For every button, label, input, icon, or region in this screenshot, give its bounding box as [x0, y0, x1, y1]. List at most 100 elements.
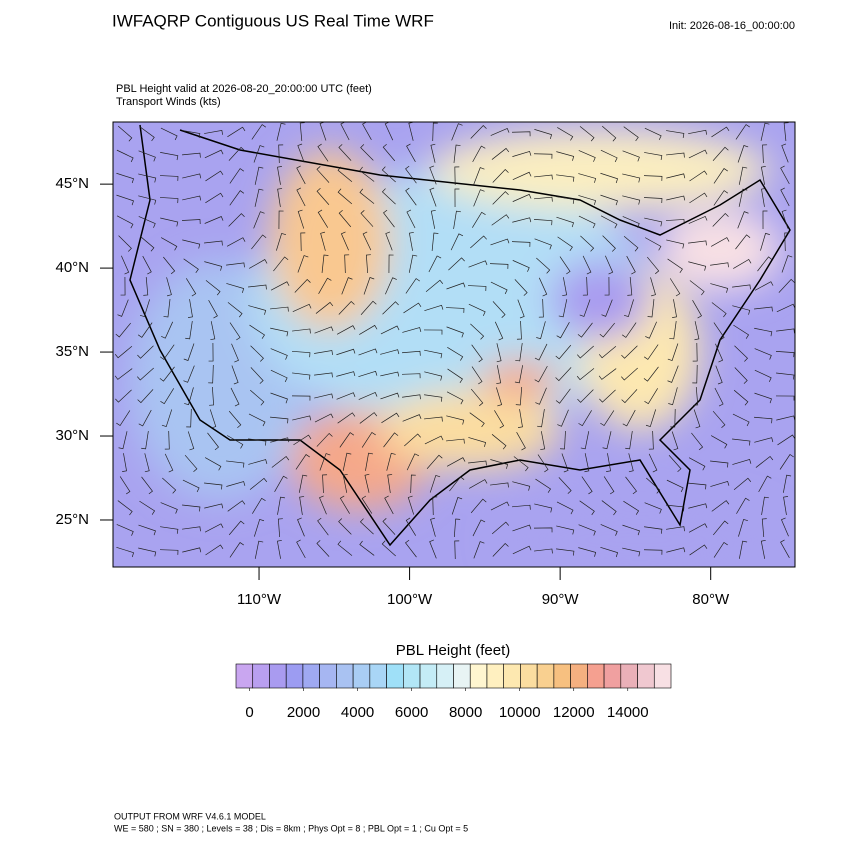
y-tick-label: 40°N — [55, 259, 89, 276]
wind-barb — [249, 259, 268, 269]
wind-barb — [159, 344, 175, 360]
wind-barb — [254, 188, 264, 207]
wind-barb — [735, 234, 751, 250]
wind-barb — [513, 456, 529, 472]
wind-barb — [339, 432, 355, 448]
wind-barb — [160, 526, 179, 534]
wind-barb — [472, 519, 486, 537]
wind-barb — [555, 367, 572, 382]
wind-barb — [424, 416, 443, 422]
wind-barb — [270, 392, 288, 404]
wind-barb — [432, 122, 438, 142]
wind-barb — [760, 165, 766, 185]
wind-barb — [139, 126, 155, 142]
colorbar-box — [503, 663, 521, 689]
wind-barb — [621, 322, 637, 338]
wind-barb — [732, 305, 751, 315]
wind-barb — [622, 524, 640, 536]
wind-barb — [182, 547, 202, 553]
wind-barb — [204, 240, 223, 246]
colorbar-box — [553, 663, 571, 689]
wind-barb — [277, 166, 282, 185]
wind-barb — [490, 238, 510, 246]
wind-barb — [277, 188, 283, 207]
wind-barb — [292, 372, 311, 380]
colorbar: 0 2000 4000 6000 8000 10000 12000 14000 — [235, 663, 672, 721]
wind-barb — [121, 255, 130, 275]
wind-barb — [381, 188, 396, 205]
wind-barb — [182, 152, 201, 158]
wind-barb — [622, 195, 641, 205]
wind-barb — [515, 387, 523, 406]
wind-barb — [160, 127, 178, 141]
wind-barb — [447, 368, 463, 383]
wind-barb — [598, 345, 617, 359]
colorbar-tick-label: 0 — [245, 704, 253, 721]
wind-barb — [338, 518, 352, 535]
wind-barb — [316, 540, 330, 557]
colorbar-box — [352, 663, 371, 689]
wind-barb — [161, 321, 174, 339]
wind-barb — [738, 166, 748, 185]
wind-barb — [710, 460, 729, 468]
wind-barb — [270, 416, 289, 424]
plot-frame — [112, 121, 796, 568]
wind-barb — [274, 475, 288, 493]
wind-barb — [732, 438, 751, 446]
wind-barb — [489, 263, 509, 269]
colorbar-tick-label: 4000 — [341, 704, 374, 721]
wind-barb — [314, 326, 334, 334]
wind-barb — [336, 392, 356, 400]
wind-barb — [669, 278, 681, 297]
wind-barb — [556, 196, 575, 204]
wind-barb — [647, 256, 660, 275]
wind-barb — [385, 277, 397, 295]
wind-barbs — [114, 122, 795, 560]
wind-barb — [342, 473, 348, 493]
wind-barb — [116, 194, 134, 206]
wind-barb — [454, 540, 460, 560]
wind-barb — [761, 188, 767, 207]
wind-barb — [405, 187, 417, 206]
wind-barb — [446, 326, 464, 338]
wind-barb — [381, 540, 396, 557]
colorbar-tick-label: 2000 — [287, 704, 320, 721]
wind-barb — [606, 453, 611, 472]
wind-barb — [164, 430, 170, 450]
wind-barb — [403, 302, 422, 314]
wind-barb — [141, 431, 149, 450]
wind-barb — [296, 539, 306, 559]
wind-barb — [601, 125, 617, 142]
wind-barb — [556, 174, 575, 182]
wind-barb — [359, 188, 375, 204]
wind-barb — [381, 412, 400, 424]
wind-barb — [516, 431, 526, 451]
wind-barb — [115, 389, 132, 403]
wind-barb — [383, 209, 395, 228]
wind-barb — [250, 345, 264, 362]
wind-barb — [533, 153, 553, 159]
wind-barb — [300, 232, 306, 252]
wind-barb — [387, 474, 393, 493]
wind-barb — [254, 166, 264, 185]
wind-barb — [666, 195, 686, 201]
wind-barb — [184, 387, 194, 406]
wind-barb — [669, 321, 677, 340]
colorbar-tick-label: 12000 — [553, 704, 595, 721]
wind-barb — [209, 386, 215, 406]
wind-barb — [645, 321, 657, 339]
wind-barb — [381, 166, 396, 183]
wind-barb — [317, 209, 329, 228]
wind-barb — [693, 387, 699, 406]
wind-barb — [252, 497, 266, 514]
wind-barb — [293, 434, 312, 446]
wind-barb — [578, 547, 597, 557]
init-time: Init: 2026-08-16_00:00:00 — [669, 20, 795, 32]
wind-barb — [732, 284, 751, 290]
wind-barb — [163, 256, 176, 275]
wind-barb — [647, 299, 655, 318]
wind-barb — [603, 476, 615, 495]
wind-barb — [226, 283, 245, 293]
wind-barb — [122, 453, 127, 472]
wind-barb — [249, 477, 268, 490]
